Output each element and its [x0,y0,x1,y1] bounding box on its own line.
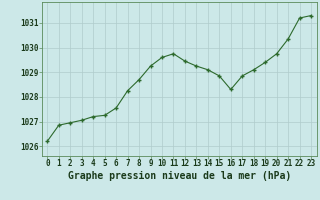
X-axis label: Graphe pression niveau de la mer (hPa): Graphe pression niveau de la mer (hPa) [68,171,291,181]
